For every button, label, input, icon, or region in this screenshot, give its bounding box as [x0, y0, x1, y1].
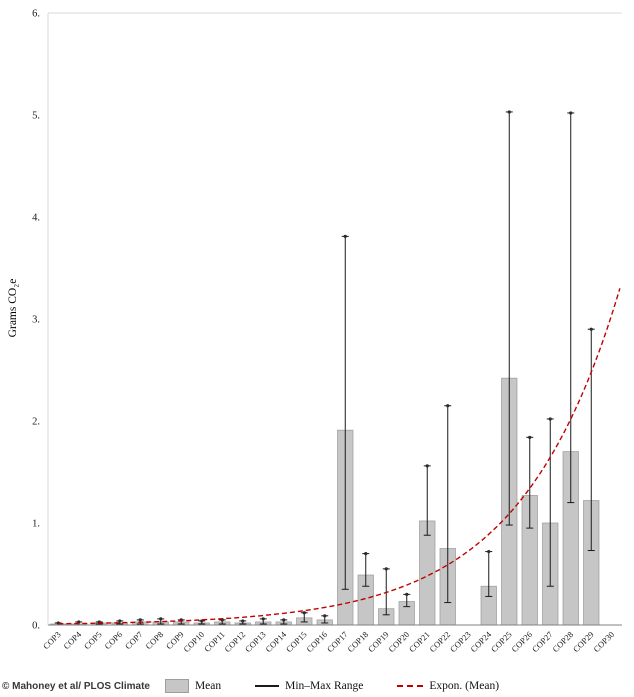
whisker-max-dot [282, 618, 286, 622]
trend-dashed-line-icon [397, 685, 424, 687]
y-tick-label: 6. [32, 9, 40, 20]
x-tick-label: COP24 [468, 629, 493, 654]
y-tick-label: 0. [32, 621, 40, 632]
legend-item-trend: Expon. (Mean) [397, 680, 499, 692]
whisker-max-dot [425, 464, 429, 468]
whisker-max-dot [261, 617, 265, 621]
attribution-watermark: © Mahoney et al/ PLOS Climate [2, 681, 150, 692]
mean-swatch-icon [164, 679, 189, 693]
x-tick-label: COP20 [386, 629, 411, 654]
x-tick-label: COP22 [427, 629, 452, 654]
y-tick-label: 1. [32, 519, 40, 530]
x-tick-label: COP30 [591, 629, 616, 654]
whisker-max-dot [487, 549, 491, 554]
y-tick-label: 4. [32, 213, 40, 224]
x-tick-label: COP23 [448, 629, 473, 654]
x-tick-label: COP18 [345, 629, 370, 654]
y-tick-label: 3. [32, 315, 40, 326]
x-tick-label: COP27 [530, 629, 555, 654]
x-tick-label: COP4 [61, 629, 83, 651]
whisker-max-dot [528, 435, 532, 439]
y-tick-label: 2. [32, 417, 40, 428]
x-tick-label: COP5 [82, 629, 104, 651]
whisker-max-dot [446, 404, 450, 408]
legend-item-range: Min–Max Range [255, 680, 363, 692]
whisker-max-dot [384, 567, 388, 571]
legend-trend-label: Expon. (Mean) [429, 680, 500, 692]
x-tick-label: COP10 [181, 629, 206, 654]
chart-canvas: Grams CO₂e 0.1.2.3.4.5.6.COP3COP4COP5COP… [7, 9, 622, 654]
x-tick-label: COP16 [304, 629, 329, 654]
x-tick-label: COP26 [509, 629, 534, 654]
x-tick-label: COP21 [407, 629, 432, 654]
x-tick-label: COP19 [366, 629, 391, 654]
whisker-max-dot [138, 618, 142, 622]
legend-range-label: Min–Max Range [285, 680, 364, 692]
legend-mean-label: Mean [194, 680, 222, 692]
x-tick-label: COP28 [550, 629, 575, 654]
x-tick-label: COP11 [202, 629, 227, 654]
chart-legend: Mean Min–Max Range Expon. (Mean) [90, 679, 574, 693]
whisker-max-dot [77, 620, 81, 624]
x-tick-label: COP25 [489, 629, 514, 654]
x-tick-label: COP13 [243, 629, 268, 654]
legend-item-mean: Mean [164, 679, 222, 693]
x-tick-label: COP6 [102, 629, 124, 651]
y-tick-label: 5. [32, 111, 40, 122]
whisker-max-dot [548, 417, 552, 421]
whisker-max-dot [323, 614, 327, 618]
x-tick-label: COP7 [123, 629, 145, 651]
whisker-max-dot [507, 110, 511, 114]
whisker-max-dot [343, 234, 347, 238]
x-tick-label: COP17 [325, 629, 350, 654]
trend-line [58, 288, 621, 625]
whisker-max-dot [569, 111, 573, 115]
whisker-max-dot [118, 619, 122, 623]
range-line-icon [255, 685, 280, 687]
x-tick-label: COP12 [222, 629, 247, 654]
whisker-max-dot [159, 617, 163, 621]
x-tick-label: COP14 [263, 629, 288, 654]
whisker-max-dot [302, 611, 306, 615]
x-tick-label: COP15 [284, 629, 309, 654]
y-axis-title: Grams CO₂e [7, 279, 19, 338]
whisker-max-dot [589, 327, 593, 331]
x-tick-label: COP8 [143, 629, 165, 651]
whisker-max-dot [405, 592, 409, 597]
x-tick-label: COP3 [41, 629, 63, 651]
x-tick-label: COP29 [571, 629, 596, 654]
whisker-max-dot [364, 552, 368, 556]
whisker-max-dot [241, 619, 245, 623]
